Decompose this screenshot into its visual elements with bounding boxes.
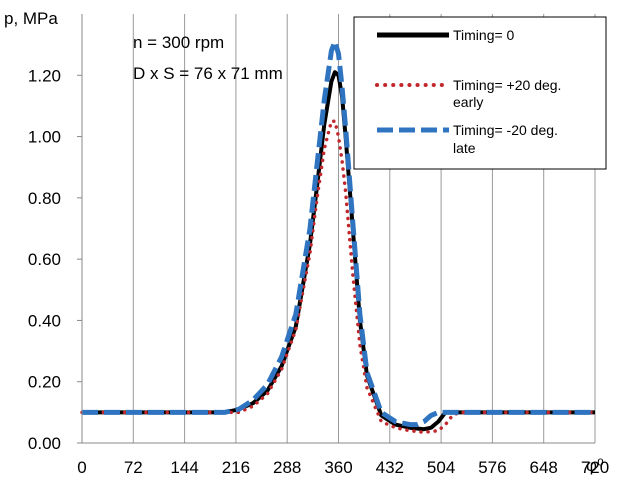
- y-tick-labels: 0.00 0.20 0.40 0.60 0.80 1.00 1.20: [28, 66, 82, 453]
- y-axis-title: p, MPa: [4, 9, 58, 28]
- y-tick-label: 0.80: [28, 189, 61, 208]
- y-tick-label: 0.00: [28, 434, 61, 453]
- y-tick-label: 0.60: [28, 250, 61, 269]
- x-tick-label: 360: [324, 458, 352, 477]
- speed-annotation: n = 300 rpm: [133, 33, 224, 52]
- legend-label-timing-0: Timing= 0: [453, 27, 515, 43]
- x-axis-title: φ⁰: [586, 456, 604, 475]
- y-tick-label: 0.20: [28, 373, 61, 392]
- legend-label-timing-late: Timing= -20 deg. late: [453, 122, 558, 156]
- series-line-2: [82, 39, 595, 428]
- x-tick-label: 72: [124, 458, 143, 477]
- x-tick-labels: 0 72 144 216 288 360 432 504 576 648 720: [77, 458, 609, 477]
- x-tick-label: 504: [427, 458, 455, 477]
- x-tick-label: 216: [222, 458, 250, 477]
- series-lines: [80, 39, 597, 435]
- bore-stroke-annotation: D x S = 76 x 71 mm: [133, 64, 283, 83]
- x-tick-label: 144: [170, 458, 198, 477]
- x-tick-label: 648: [530, 458, 558, 477]
- x-tick-label: 0: [77, 458, 86, 477]
- y-tick-label: 1.00: [28, 128, 61, 147]
- x-tick-label: 432: [376, 458, 404, 477]
- legend-label-timing-early: Timing= +20 deg. early: [453, 77, 561, 110]
- legend: Timing= 0 Timing= +20 deg. early Timing= …: [353, 16, 607, 170]
- x-tick-label: 720: [581, 458, 609, 477]
- y-tick-label: 1.20: [28, 66, 61, 85]
- y-tick-label: 0.40: [28, 311, 61, 330]
- legend-box: [353, 16, 607, 170]
- series-line-1: [80, 119, 597, 435]
- x-tick-label: 288: [273, 458, 301, 477]
- x-tick-label: 576: [478, 458, 506, 477]
